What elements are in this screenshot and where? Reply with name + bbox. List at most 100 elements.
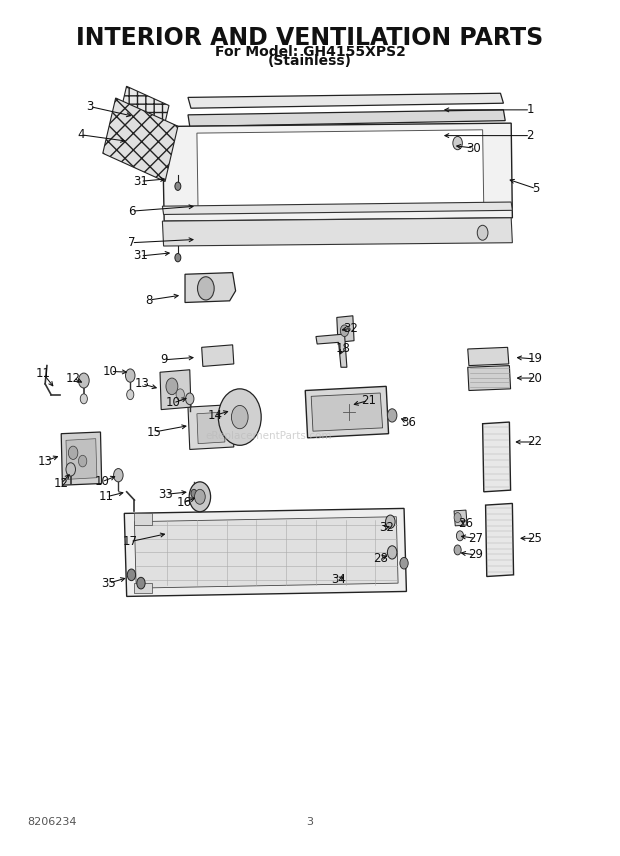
Polygon shape: [311, 393, 383, 431]
Text: 13: 13: [135, 377, 149, 390]
Text: 8206234: 8206234: [27, 817, 77, 827]
Text: 11: 11: [36, 367, 51, 380]
Circle shape: [175, 253, 181, 262]
Circle shape: [198, 276, 214, 300]
Text: 31: 31: [133, 175, 148, 187]
Polygon shape: [188, 93, 503, 108]
Text: 30: 30: [466, 141, 481, 155]
Text: 26: 26: [458, 517, 474, 530]
Text: eReplacementParts.com: eReplacementParts.com: [205, 431, 332, 441]
Polygon shape: [188, 110, 505, 127]
Text: 2: 2: [526, 129, 534, 142]
Text: 12: 12: [66, 372, 81, 384]
Circle shape: [126, 389, 134, 400]
Circle shape: [175, 182, 181, 190]
Polygon shape: [124, 508, 407, 597]
Text: 27: 27: [468, 532, 483, 544]
Circle shape: [176, 389, 184, 401]
Polygon shape: [188, 405, 234, 449]
Text: (Stainless): (Stainless): [268, 54, 352, 68]
Text: 31: 31: [133, 249, 148, 263]
Polygon shape: [454, 510, 467, 526]
Circle shape: [127, 569, 136, 580]
Text: 29: 29: [468, 549, 483, 562]
Text: 15: 15: [146, 425, 161, 438]
Text: 35: 35: [102, 577, 116, 590]
Text: 25: 25: [528, 532, 542, 544]
Text: 11: 11: [99, 490, 114, 503]
Text: 17: 17: [123, 535, 138, 548]
Circle shape: [79, 373, 89, 388]
Text: 19: 19: [528, 353, 542, 366]
Polygon shape: [160, 370, 191, 410]
Bar: [118, 86, 169, 144]
Text: 36: 36: [401, 415, 415, 429]
Text: 5: 5: [533, 182, 540, 195]
Polygon shape: [162, 123, 512, 221]
Circle shape: [113, 468, 123, 482]
Polygon shape: [337, 316, 354, 342]
Text: 20: 20: [528, 372, 542, 384]
Polygon shape: [162, 217, 512, 246]
Text: 32: 32: [343, 322, 358, 335]
Polygon shape: [467, 366, 511, 390]
Circle shape: [340, 325, 348, 336]
Circle shape: [185, 393, 194, 405]
Text: 8: 8: [146, 294, 153, 306]
Text: 7: 7: [128, 236, 135, 249]
Circle shape: [66, 463, 76, 476]
Circle shape: [166, 378, 178, 395]
Circle shape: [400, 557, 408, 569]
Text: 21: 21: [361, 394, 376, 407]
Text: 10: 10: [166, 396, 180, 409]
Circle shape: [388, 409, 397, 422]
Ellipse shape: [218, 389, 261, 445]
Circle shape: [454, 545, 461, 555]
Circle shape: [68, 446, 78, 460]
Circle shape: [388, 546, 397, 559]
Circle shape: [231, 406, 248, 429]
Polygon shape: [485, 503, 513, 576]
Text: 10: 10: [94, 475, 109, 488]
Text: 6: 6: [128, 205, 135, 217]
Polygon shape: [135, 517, 398, 588]
Text: 13: 13: [38, 455, 53, 467]
Polygon shape: [135, 514, 153, 525]
Circle shape: [191, 490, 197, 497]
Text: 34: 34: [331, 574, 346, 586]
Polygon shape: [197, 412, 225, 443]
Circle shape: [454, 513, 461, 522]
Polygon shape: [66, 438, 97, 479]
Text: 3: 3: [86, 100, 94, 113]
Polygon shape: [197, 130, 484, 213]
Text: INTERIOR AND VENTILATION PARTS: INTERIOR AND VENTILATION PARTS: [76, 27, 544, 51]
Circle shape: [79, 455, 87, 467]
Polygon shape: [316, 334, 347, 367]
Polygon shape: [202, 345, 234, 366]
Polygon shape: [135, 583, 153, 593]
Polygon shape: [482, 422, 511, 492]
Text: 1: 1: [526, 104, 534, 116]
Text: 22: 22: [528, 436, 542, 449]
Text: 4: 4: [77, 128, 84, 141]
Circle shape: [386, 515, 395, 528]
Text: 12: 12: [54, 477, 69, 490]
Circle shape: [477, 225, 488, 241]
Circle shape: [80, 394, 87, 404]
Text: 32: 32: [379, 521, 394, 534]
Text: 16: 16: [176, 496, 192, 509]
Text: 33: 33: [159, 488, 174, 501]
Circle shape: [137, 577, 145, 589]
Circle shape: [125, 369, 135, 382]
Polygon shape: [61, 432, 102, 485]
Text: 9: 9: [161, 354, 168, 366]
Text: 10: 10: [103, 365, 118, 377]
Polygon shape: [162, 202, 512, 215]
Polygon shape: [305, 386, 389, 437]
Text: 14: 14: [207, 409, 222, 422]
Circle shape: [195, 490, 205, 504]
Circle shape: [456, 531, 464, 541]
Text: 3: 3: [306, 817, 314, 827]
Circle shape: [189, 482, 211, 512]
Polygon shape: [467, 348, 509, 366]
